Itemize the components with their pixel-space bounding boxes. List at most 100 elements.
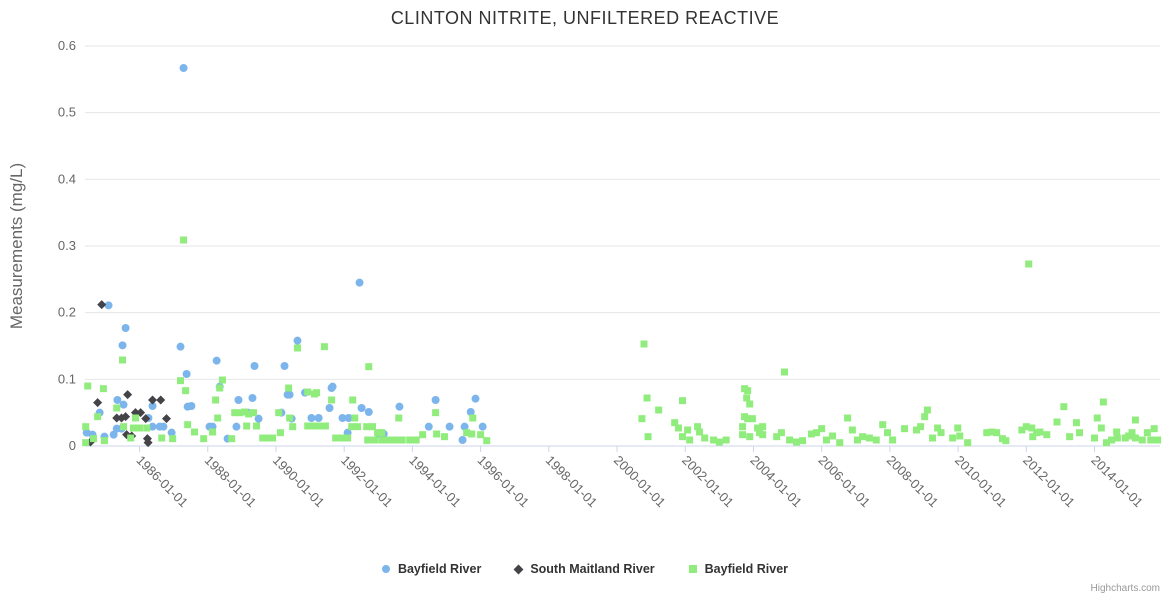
data-point-circle[interactable] — [478, 422, 487, 431]
data-point-square[interactable] — [746, 433, 754, 441]
data-point-diamond[interactable] — [93, 398, 103, 408]
data-point-circle[interactable] — [364, 408, 373, 416]
data-point-square[interactable] — [781, 368, 789, 376]
data-point-square[interactable] — [120, 423, 128, 431]
data-point-square[interactable] — [934, 424, 942, 432]
data-point-square[interactable] — [644, 433, 652, 441]
data-point-square[interactable] — [412, 436, 420, 444]
data-point-square[interactable] — [94, 413, 102, 421]
data-point-square[interactable] — [286, 414, 294, 422]
data-point-circle[interactable] — [327, 384, 336, 392]
data-point-circle[interactable] — [307, 414, 316, 422]
data-point-square[interactable] — [463, 429, 471, 437]
data-point-square[interactable] — [419, 431, 427, 439]
data-point-square[interactable] — [235, 409, 243, 417]
data-point-square[interactable] — [1131, 416, 1139, 424]
data-point-square[interactable] — [844, 414, 852, 422]
data-point-square[interactable] — [304, 388, 312, 396]
data-point-circle[interactable] — [148, 422, 157, 431]
legend-item-2[interactable]: Bayfield River — [688, 562, 788, 576]
data-point-square[interactable] — [865, 434, 873, 442]
data-point-square[interactable] — [1066, 433, 1074, 441]
data-point-square[interactable] — [363, 423, 371, 431]
data-point-square[interactable] — [929, 434, 937, 442]
data-point-circle[interactable] — [119, 400, 128, 409]
data-point-square[interactable] — [90, 435, 98, 443]
data-point-square[interactable] — [710, 436, 718, 444]
data-point-square[interactable] — [792, 438, 800, 446]
data-point-square[interactable] — [829, 432, 837, 440]
data-point-square[interactable] — [344, 434, 352, 442]
data-point-square[interactable] — [1028, 424, 1036, 432]
data-point-square[interactable] — [671, 419, 679, 427]
data-point-square[interactable] — [739, 423, 747, 431]
data-point-square[interactable] — [777, 429, 785, 437]
data-point-square[interactable] — [1076, 429, 1084, 437]
data-point-square[interactable] — [956, 432, 964, 440]
data-point-square[interactable] — [169, 435, 177, 443]
data-point-circle[interactable] — [254, 414, 263, 423]
data-point-square[interactable] — [1029, 433, 1037, 441]
data-point-square[interactable] — [82, 423, 90, 431]
data-point-square[interactable] — [385, 436, 393, 444]
data-point-square[interactable] — [129, 424, 137, 432]
data-point-square[interactable] — [822, 436, 830, 444]
data-point-square[interactable] — [212, 396, 220, 404]
data-point-square[interactable] — [263, 434, 271, 442]
data-point-square[interactable] — [921, 413, 929, 421]
data-point-square[interactable] — [748, 415, 756, 423]
data-point-circle[interactable] — [232, 422, 241, 431]
data-point-square[interactable] — [759, 423, 767, 431]
data-point-square[interactable] — [1043, 431, 1051, 439]
data-point-square[interactable] — [836, 439, 844, 447]
data-point-square[interactable] — [253, 422, 261, 430]
data-point-square[interactable] — [245, 410, 253, 418]
data-point-square[interactable] — [722, 436, 730, 444]
data-point-diamond[interactable] — [121, 412, 131, 422]
data-point-diamond[interactable] — [162, 414, 172, 424]
data-point-square[interactable] — [954, 424, 962, 432]
data-point-square[interactable] — [1150, 425, 1158, 433]
data-point-square[interactable] — [249, 409, 257, 417]
data-point-square[interactable] — [337, 434, 345, 442]
data-point-square[interactable] — [1093, 414, 1101, 422]
data-point-square[interactable] — [269, 434, 277, 442]
data-point-circle[interactable] — [293, 336, 302, 345]
data-point-square[interactable] — [209, 428, 217, 436]
data-point-square[interactable] — [1060, 403, 1068, 411]
data-point-square[interactable] — [679, 433, 687, 441]
data-point-square[interactable] — [200, 435, 208, 443]
data-point-square[interactable] — [468, 430, 476, 438]
data-point-square[interactable] — [180, 236, 188, 244]
data-point-square[interactable] — [321, 422, 329, 430]
data-point-square[interactable] — [1091, 434, 1099, 442]
data-point-square[interactable] — [1147, 436, 1155, 444]
data-point-square[interactable] — [371, 436, 379, 444]
data-point-square[interactable] — [276, 429, 284, 437]
data-point-square[interactable] — [143, 424, 151, 432]
data-point-square[interactable] — [640, 340, 648, 348]
data-point-square[interactable] — [184, 421, 192, 429]
data-point-square[interactable] — [739, 431, 747, 439]
data-point-circle[interactable] — [104, 301, 113, 310]
data-point-square[interactable] — [1018, 426, 1026, 434]
data-point-square[interactable] — [883, 429, 891, 437]
data-point-square[interactable] — [216, 384, 224, 392]
data-point-circle[interactable] — [471, 394, 480, 403]
data-point-square[interactable] — [1138, 436, 1146, 444]
data-point-square[interactable] — [1113, 428, 1121, 436]
data-point-square[interactable] — [354, 423, 362, 431]
data-point-circle[interactable] — [395, 402, 404, 411]
data-point-square[interactable] — [754, 424, 762, 432]
data-point-square[interactable] — [818, 425, 826, 433]
data-point-square[interactable] — [84, 382, 92, 390]
data-point-square[interactable] — [686, 436, 694, 444]
data-point-square[interactable] — [365, 363, 373, 371]
data-point-circle[interactable] — [179, 64, 188, 72]
data-point-circle[interactable] — [445, 422, 454, 431]
data-point-square[interactable] — [369, 423, 377, 431]
data-point-square[interactable] — [1113, 434, 1121, 442]
data-point-square[interactable] — [917, 423, 925, 431]
data-point-square[interactable] — [643, 394, 651, 402]
data-point-square[interactable] — [1002, 437, 1010, 445]
